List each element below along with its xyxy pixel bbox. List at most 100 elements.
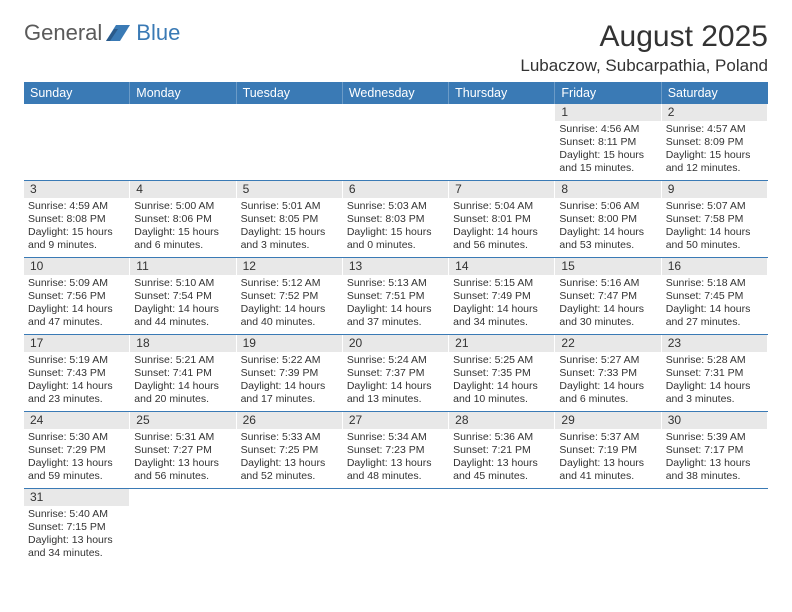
calendar-cell: 29Sunrise: 5:37 AMSunset: 7:19 PMDayligh…: [555, 412, 661, 488]
day-number: 12: [237, 258, 343, 275]
calendar-cell: [24, 104, 130, 180]
calendar-cell: 1Sunrise: 4:56 AMSunset: 8:11 PMDaylight…: [555, 104, 661, 180]
calendar-cell: 30Sunrise: 5:39 AMSunset: 7:17 PMDayligh…: [662, 412, 768, 488]
cell-body: Sunrise: 5:31 AMSunset: 7:27 PMDaylight:…: [130, 429, 236, 488]
cell-line: Daylight: 15 hours and 3 minutes.: [241, 226, 338, 252]
calendar: SundayMondayTuesdayWednesdayThursdayFrid…: [24, 82, 768, 565]
cell-line: Sunrise: 5:12 AM: [241, 277, 338, 290]
cell-body: Sunrise: 5:33 AMSunset: 7:25 PMDaylight:…: [237, 429, 343, 488]
day-number: 20: [343, 335, 449, 352]
calendar-cell: 25Sunrise: 5:31 AMSunset: 7:27 PMDayligh…: [130, 412, 236, 488]
cell-line: Sunset: 7:45 PM: [666, 290, 763, 303]
day-number: 1: [555, 104, 661, 121]
cell-body: [662, 506, 768, 564]
calendar-cell: 14Sunrise: 5:15 AMSunset: 7:49 PMDayligh…: [449, 258, 555, 334]
cell-line: Daylight: 13 hours and 59 minutes.: [28, 457, 125, 483]
cell-line: Daylight: 14 hours and 3 minutes.: [666, 380, 763, 406]
week-row: 3Sunrise: 4:59 AMSunset: 8:08 PMDaylight…: [24, 181, 768, 258]
cell-body: Sunrise: 5:28 AMSunset: 7:31 PMDaylight:…: [662, 352, 768, 411]
cell-body: Sunrise: 5:15 AMSunset: 7:49 PMDaylight:…: [449, 275, 555, 334]
cell-line: Sunset: 7:37 PM: [347, 367, 444, 380]
calendar-cell: [449, 104, 555, 180]
cell-line: Daylight: 14 hours and 50 minutes.: [666, 226, 763, 252]
cell-line: Sunset: 7:25 PM: [241, 444, 338, 457]
cell-body: Sunrise: 5:36 AMSunset: 7:21 PMDaylight:…: [449, 429, 555, 488]
cell-line: Sunset: 7:51 PM: [347, 290, 444, 303]
location-subtitle: Lubaczow, Subcarpathia, Poland: [520, 56, 768, 76]
cell-body: Sunrise: 5:18 AMSunset: 7:45 PMDaylight:…: [662, 275, 768, 334]
day-number: 31: [24, 489, 130, 506]
cell-line: Sunset: 7:54 PM: [134, 290, 231, 303]
cell-line: Sunrise: 5:30 AM: [28, 431, 125, 444]
cell-body: Sunrise: 5:01 AMSunset: 8:05 PMDaylight:…: [237, 198, 343, 257]
cell-line: Sunrise: 5:27 AM: [559, 354, 656, 367]
cell-body: Sunrise: 5:30 AMSunset: 7:29 PMDaylight:…: [24, 429, 130, 488]
cell-line: Daylight: 14 hours and 47 minutes.: [28, 303, 125, 329]
day-number: 24: [24, 412, 130, 429]
cell-body: Sunrise: 5:03 AMSunset: 8:03 PMDaylight:…: [343, 198, 449, 257]
month-title: August 2025: [520, 20, 768, 54]
day-number: [343, 489, 449, 506]
weeks-container: 1Sunrise: 4:56 AMSunset: 8:11 PMDaylight…: [24, 104, 768, 565]
cell-body: Sunrise: 5:39 AMSunset: 7:17 PMDaylight:…: [662, 429, 768, 488]
calendar-cell: 26Sunrise: 5:33 AMSunset: 7:25 PMDayligh…: [237, 412, 343, 488]
cell-line: Sunset: 8:09 PM: [666, 136, 763, 149]
day-number: 27: [343, 412, 449, 429]
cell-body: Sunrise: 5:24 AMSunset: 7:37 PMDaylight:…: [343, 352, 449, 411]
calendar-cell: [343, 104, 449, 180]
calendar-cell: 31Sunrise: 5:40 AMSunset: 7:15 PMDayligh…: [24, 489, 130, 565]
calendar-cell: 17Sunrise: 5:19 AMSunset: 7:43 PMDayligh…: [24, 335, 130, 411]
cell-body: Sunrise: 5:40 AMSunset: 7:15 PMDaylight:…: [24, 506, 130, 565]
cell-line: Sunrise: 5:06 AM: [559, 200, 656, 213]
cell-body: [237, 506, 343, 564]
day-number: 28: [449, 412, 555, 429]
cell-line: Sunrise: 5:22 AM: [241, 354, 338, 367]
day-number: 8: [555, 181, 661, 198]
cell-body: [343, 121, 449, 179]
calendar-cell: 8Sunrise: 5:06 AMSunset: 8:00 PMDaylight…: [555, 181, 661, 257]
cell-body: Sunrise: 5:34 AMSunset: 7:23 PMDaylight:…: [343, 429, 449, 488]
calendar-cell: 6Sunrise: 5:03 AMSunset: 8:03 PMDaylight…: [343, 181, 449, 257]
day-number: 7: [449, 181, 555, 198]
cell-body: [130, 121, 236, 179]
cell-line: Sunset: 8:06 PM: [134, 213, 231, 226]
cell-body: Sunrise: 5:04 AMSunset: 8:01 PMDaylight:…: [449, 198, 555, 257]
day-number: 21: [449, 335, 555, 352]
cell-line: Sunset: 7:21 PM: [453, 444, 550, 457]
cell-line: Sunset: 8:00 PM: [559, 213, 656, 226]
cell-line: Sunset: 7:17 PM: [666, 444, 763, 457]
cell-line: Sunrise: 5:21 AM: [134, 354, 231, 367]
day-number: 15: [555, 258, 661, 275]
week-row: 31Sunrise: 5:40 AMSunset: 7:15 PMDayligh…: [24, 489, 768, 565]
flag-icon: [106, 23, 132, 43]
cell-body: Sunrise: 4:57 AMSunset: 8:09 PMDaylight:…: [662, 121, 768, 180]
cell-line: Sunrise: 5:00 AM: [134, 200, 231, 213]
day-headers-row: SundayMondayTuesdayWednesdayThursdayFrid…: [24, 82, 768, 104]
cell-line: Sunrise: 5:18 AM: [666, 277, 763, 290]
cell-line: Sunset: 8:01 PM: [453, 213, 550, 226]
calendar-cell: 12Sunrise: 5:12 AMSunset: 7:52 PMDayligh…: [237, 258, 343, 334]
day-number: 16: [662, 258, 768, 275]
cell-line: Sunrise: 5:07 AM: [666, 200, 763, 213]
calendar-cell: 3Sunrise: 4:59 AMSunset: 8:08 PMDaylight…: [24, 181, 130, 257]
cell-line: Daylight: 14 hours and 30 minutes.: [559, 303, 656, 329]
calendar-cell: [130, 104, 236, 180]
day-number: 5: [237, 181, 343, 198]
cell-line: Sunset: 7:19 PM: [559, 444, 656, 457]
cell-body: [24, 121, 130, 179]
cell-body: Sunrise: 5:27 AMSunset: 7:33 PMDaylight:…: [555, 352, 661, 411]
cell-line: Sunset: 7:58 PM: [666, 213, 763, 226]
cell-line: Daylight: 13 hours and 38 minutes.: [666, 457, 763, 483]
cell-line: Sunrise: 5:16 AM: [559, 277, 656, 290]
cell-line: Sunset: 8:08 PM: [28, 213, 125, 226]
cell-line: Sunset: 7:52 PM: [241, 290, 338, 303]
cell-body: Sunrise: 5:22 AMSunset: 7:39 PMDaylight:…: [237, 352, 343, 411]
cell-line: Sunrise: 5:09 AM: [28, 277, 125, 290]
cell-line: Sunset: 7:43 PM: [28, 367, 125, 380]
day-number: 29: [555, 412, 661, 429]
day-number: [130, 104, 236, 121]
cell-line: Daylight: 15 hours and 0 minutes.: [347, 226, 444, 252]
calendar-cell: 21Sunrise: 5:25 AMSunset: 7:35 PMDayligh…: [449, 335, 555, 411]
calendar-cell: [662, 489, 768, 565]
cell-line: Daylight: 14 hours and 13 minutes.: [347, 380, 444, 406]
